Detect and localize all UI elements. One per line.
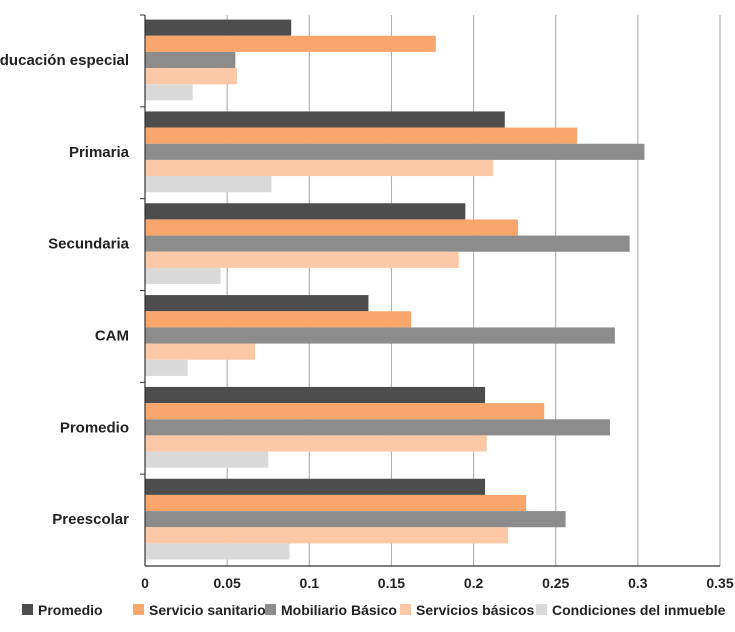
bar <box>145 35 436 52</box>
bar <box>145 127 578 144</box>
bar <box>145 403 545 420</box>
bars <box>145 19 645 560</box>
legend-label: Servicio sanitario <box>149 602 266 618</box>
x-tick-label: 0.25 <box>542 575 569 591</box>
axes <box>140 14 720 567</box>
x-tick-label: 0 <box>141 575 149 591</box>
bar <box>145 68 237 85</box>
bar <box>145 435 487 452</box>
legend-label: Mobiliario Básico <box>281 602 397 618</box>
bar <box>145 176 272 193</box>
legend-swatch <box>22 604 33 615</box>
category-label: Preescolar <box>52 511 129 528</box>
legend-swatch <box>265 604 276 615</box>
bar <box>145 111 505 128</box>
bar <box>145 386 486 404</box>
legend: Promedio Servicio sanitario Mobiliario Bás… <box>22 602 726 618</box>
bar <box>145 527 509 544</box>
bar <box>145 235 630 252</box>
bar <box>145 19 292 36</box>
bar <box>145 251 459 268</box>
bar <box>145 478 486 495</box>
category-label: Secundaria <box>48 236 130 253</box>
x-tick-labels: 0 0.05 0.1 0.15 0.2 0.25 0.3 0.35 <box>141 575 734 591</box>
legend-label: Servicios básicos <box>416 602 535 618</box>
x-tick-label: 0.05 <box>214 575 241 591</box>
category-label: Primaria <box>69 144 130 161</box>
legend-label: Promedio <box>38 602 103 618</box>
x-tick-label: 0.1 <box>300 575 320 591</box>
bar <box>145 419 610 436</box>
bar <box>145 295 369 312</box>
bar <box>145 511 566 528</box>
bar <box>145 543 290 560</box>
bar <box>145 203 466 220</box>
legend-swatch <box>536 604 547 615</box>
bar <box>145 159 494 177</box>
category-label: CAM <box>95 327 129 344</box>
x-tick-label: 0.3 <box>628 575 648 591</box>
legend-label: Condiciones del inmueble <box>552 602 726 618</box>
category-label: Promedio <box>60 419 129 436</box>
bar <box>145 51 236 69</box>
bar <box>145 359 188 376</box>
category-label: Educación especial <box>0 52 129 69</box>
bar <box>145 311 412 328</box>
x-tick-label: 0.35 <box>706 575 733 591</box>
bar <box>145 343 256 360</box>
x-tick-label: 0.2 <box>464 575 484 591</box>
bar <box>145 451 269 468</box>
bar <box>145 327 615 344</box>
gridlines <box>226 15 721 566</box>
legend-swatch <box>400 604 411 615</box>
bar <box>145 219 518 236</box>
bar <box>145 494 527 512</box>
legend-swatch <box>133 604 144 615</box>
bar <box>145 267 221 285</box>
bar <box>145 84 193 101</box>
x-tick-label: 0.15 <box>378 575 405 591</box>
bar <box>145 143 645 160</box>
category-labels: Educación especial Primaria Secundaria CAM P… <box>0 52 130 528</box>
